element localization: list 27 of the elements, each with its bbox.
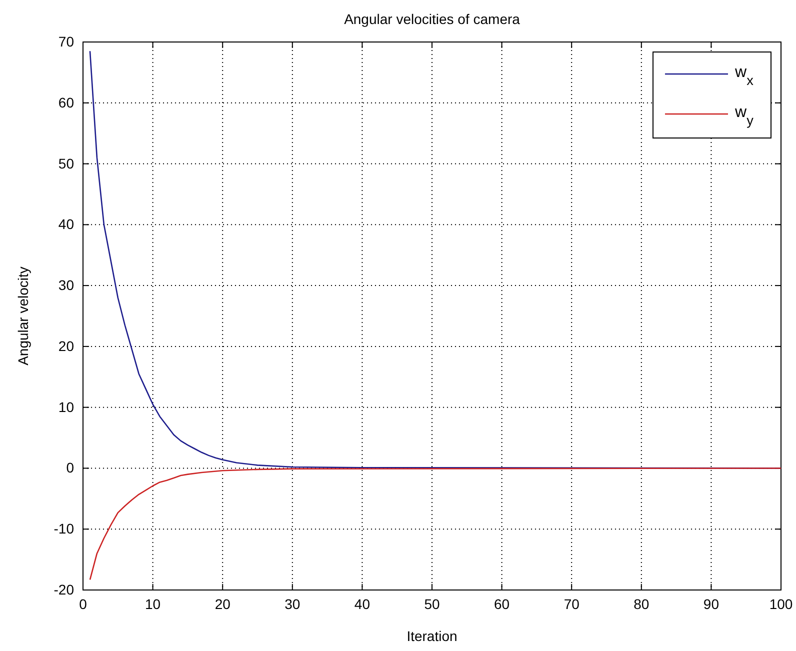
x-tick-label: 60 <box>494 596 510 612</box>
x-tick-label: 10 <box>145 596 161 612</box>
legend-label: w$_{y}$ <box>734 104 754 128</box>
x-tick-label: 90 <box>703 596 720 612</box>
x-tick-label: 50 <box>424 596 440 612</box>
y-tick-label: 50 <box>58 155 74 172</box>
y-tick-label: -10 <box>54 520 74 537</box>
x-axis-title: Iteration <box>406 628 458 644</box>
y-tick-label: -20 <box>54 581 74 598</box>
y-tick-label: 30 <box>58 277 74 294</box>
y-tick-label: 40 <box>58 216 74 232</box>
x-tick-label: 80 <box>634 596 650 612</box>
legend-label: w$_{x}$ <box>734 64 754 88</box>
x-tick-label: 70 <box>564 596 580 612</box>
y-tick-label: 0 <box>66 460 74 476</box>
x-tick-label: 0 <box>79 596 88 612</box>
x-tick-label: 30 <box>284 596 300 612</box>
y-tick-label: 10 <box>58 398 74 415</box>
y-tick-label: 60 <box>58 94 74 110</box>
chart-title: Angular velocities of camera <box>344 11 520 27</box>
x-tick-label: 40 <box>354 596 370 612</box>
y-tick-label: 70 <box>58 33 74 50</box>
x-tick-label: 100 <box>769 596 793 612</box>
y-axis-title: Angular velocity <box>15 266 31 366</box>
line-series <box>89 468 782 580</box>
x-tick-label: 20 <box>214 596 231 612</box>
y-tick-label: 20 <box>58 338 74 354</box>
